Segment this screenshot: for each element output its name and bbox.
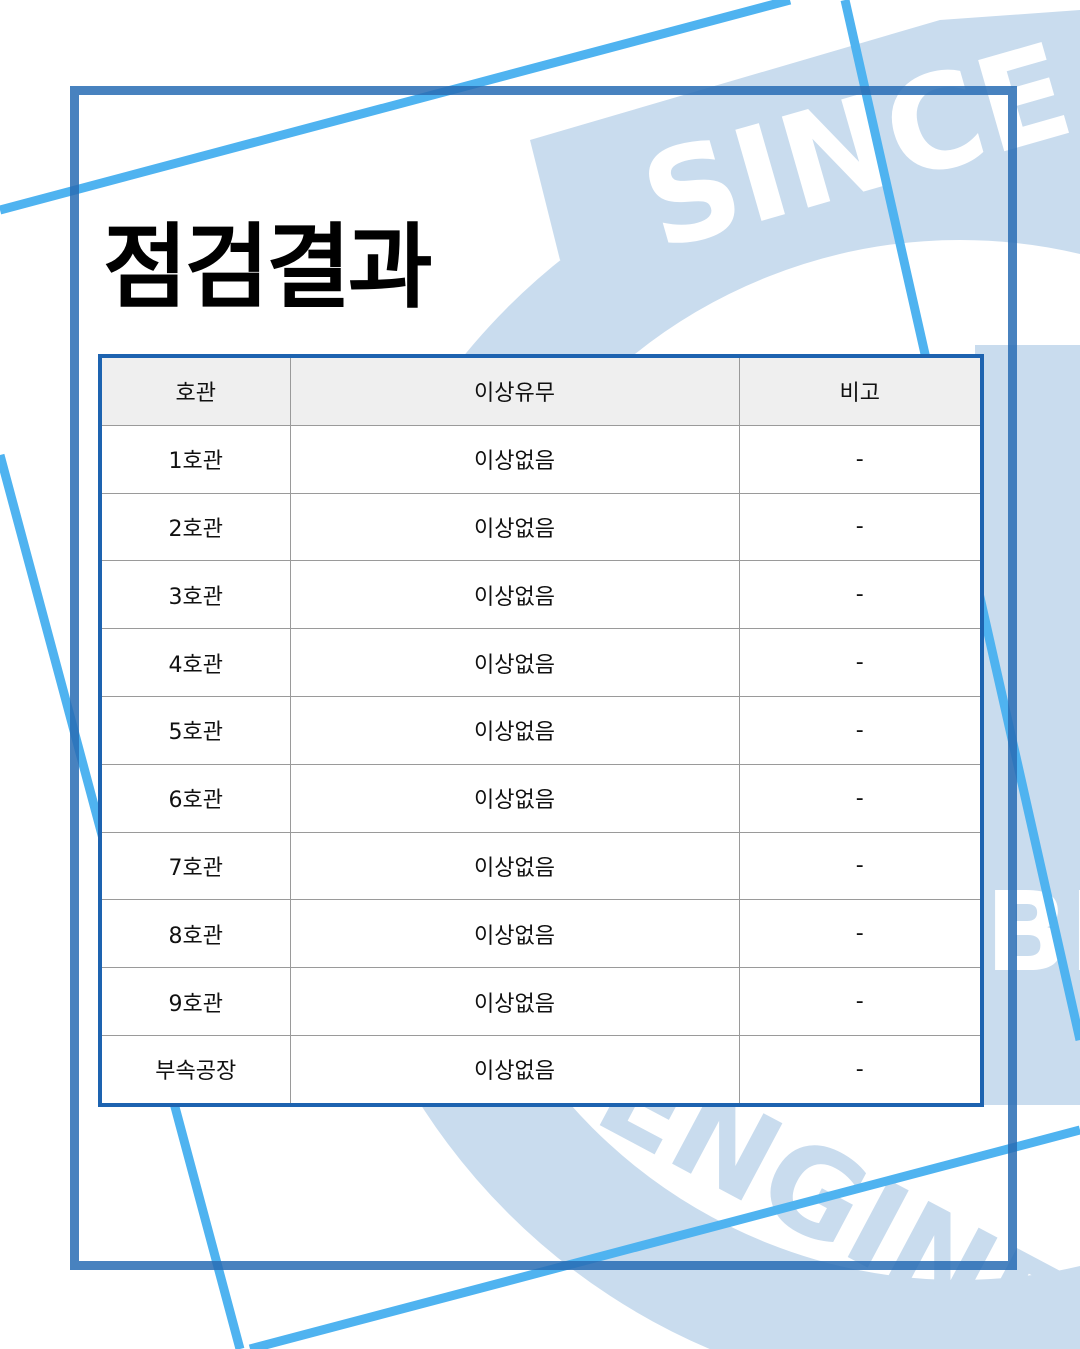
cell-building: 7호관: [102, 831, 291, 901]
cell-status: 이상없음: [289, 763, 740, 833]
cell-status: 이상없음: [289, 967, 740, 1036]
cell-building: 9호관: [102, 967, 291, 1036]
table-row: 3호관 이상없음 -: [102, 560, 980, 630]
cell-remarks: -: [738, 899, 980, 969]
cell-status: 이상없음: [289, 695, 740, 765]
table-header-row: 호관 이상유무 비고: [102, 358, 980, 426]
table-row: 7호관 이상없음 -: [102, 831, 980, 901]
cell-building: 3호관: [102, 560, 291, 630]
cell-status: 이상없음: [289, 899, 740, 969]
cell-remarks: -: [738, 695, 980, 765]
table-row: 8호관 이상없음 -: [102, 899, 980, 969]
table-row: 1호관 이상없음 -: [102, 424, 980, 494]
cell-remarks: -: [738, 831, 980, 901]
cell-remarks: -: [738, 967, 980, 1036]
cell-status: 이상없음: [289, 492, 740, 562]
cell-remarks: -: [738, 492, 980, 562]
cell-building: 6호관: [102, 763, 291, 833]
cell-status: 이상없음: [289, 560, 740, 630]
table-row: 5호관 이상없음 -: [102, 695, 980, 765]
cell-building: 5호관: [102, 695, 291, 765]
table-row: 6호관 이상없음 -: [102, 763, 980, 833]
cell-remarks: -: [738, 1034, 980, 1103]
cell-status: 이상없음: [289, 831, 740, 901]
page-title: 점검결과: [103, 214, 433, 321]
result-table: 호관 이상유무 비고 1호관 이상없음 - 2호관 이상없음 - 3호관 이상없…: [102, 358, 980, 1103]
cell-remarks: -: [738, 763, 980, 833]
inspection-result-table: 호관 이상유무 비고 1호관 이상없음 - 2호관 이상없음 - 3호관 이상없…: [98, 354, 984, 1107]
header-building: 호관: [102, 358, 291, 426]
cell-status: 이상없음: [289, 424, 740, 494]
cell-building: 8호관: [102, 899, 291, 969]
cell-remarks: -: [738, 560, 980, 630]
header-remarks: 비고: [738, 358, 980, 426]
table-row: 4호관 이상없음 -: [102, 628, 980, 697]
header-status: 이상유무: [289, 358, 740, 426]
cell-remarks: -: [738, 628, 980, 697]
table-row: 9호관 이상없음 -: [102, 967, 980, 1036]
cell-building: 4호관: [102, 628, 291, 697]
outer-frame: [70, 86, 1017, 1270]
cell-building: 2호관: [102, 492, 291, 562]
cell-building: 부속공장: [102, 1034, 291, 1103]
cell-status: 이상없음: [289, 628, 740, 697]
cell-remarks: -: [738, 424, 980, 494]
table-row: 2호관 이상없음 -: [102, 492, 980, 562]
cell-building: 1호관: [102, 424, 291, 494]
table-row: 부속공장 이상없음 -: [102, 1034, 980, 1103]
cell-status: 이상없음: [289, 1034, 740, 1103]
